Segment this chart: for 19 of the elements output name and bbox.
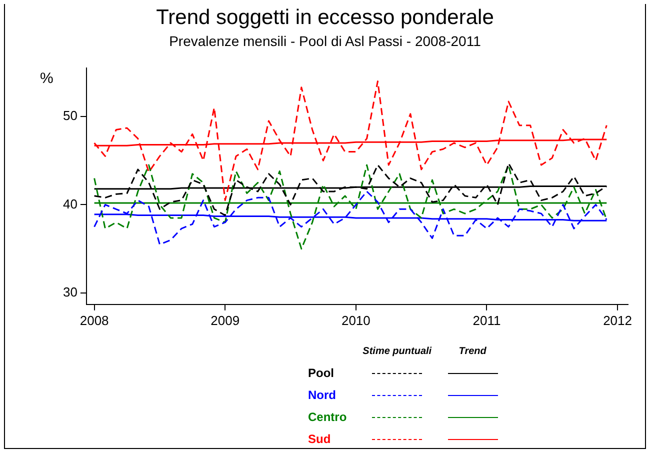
text: Stime puntuali [362,344,433,358]
y-axis-title: % [40,70,54,87]
chart-title: Trend soggetti in eccesso ponderale [155,6,495,30]
chart-subtitle: Prevalenze mensili - Pool di Asl Passi - 2008-2011 [168,33,482,49]
x-tick-label: 2009 [210,312,240,328]
x-tick-label: 2012 [603,312,632,328]
text: Sud [307,431,332,448]
line-series [94,80,608,202]
y-tick-label: 40 [62,196,78,212]
line-series [94,164,608,250]
text: Trend [458,344,488,358]
legend-label: Centro [307,409,348,426]
y-tick-label: 30 [62,284,78,300]
y-tick-label: 50 [62,108,78,124]
x-tick-label: 2008 [80,312,109,328]
text: Pool [307,365,335,382]
text: Nord [307,387,337,404]
x-tick-label: 2011 [472,312,501,328]
x-tick-label: 2010 [341,312,370,328]
